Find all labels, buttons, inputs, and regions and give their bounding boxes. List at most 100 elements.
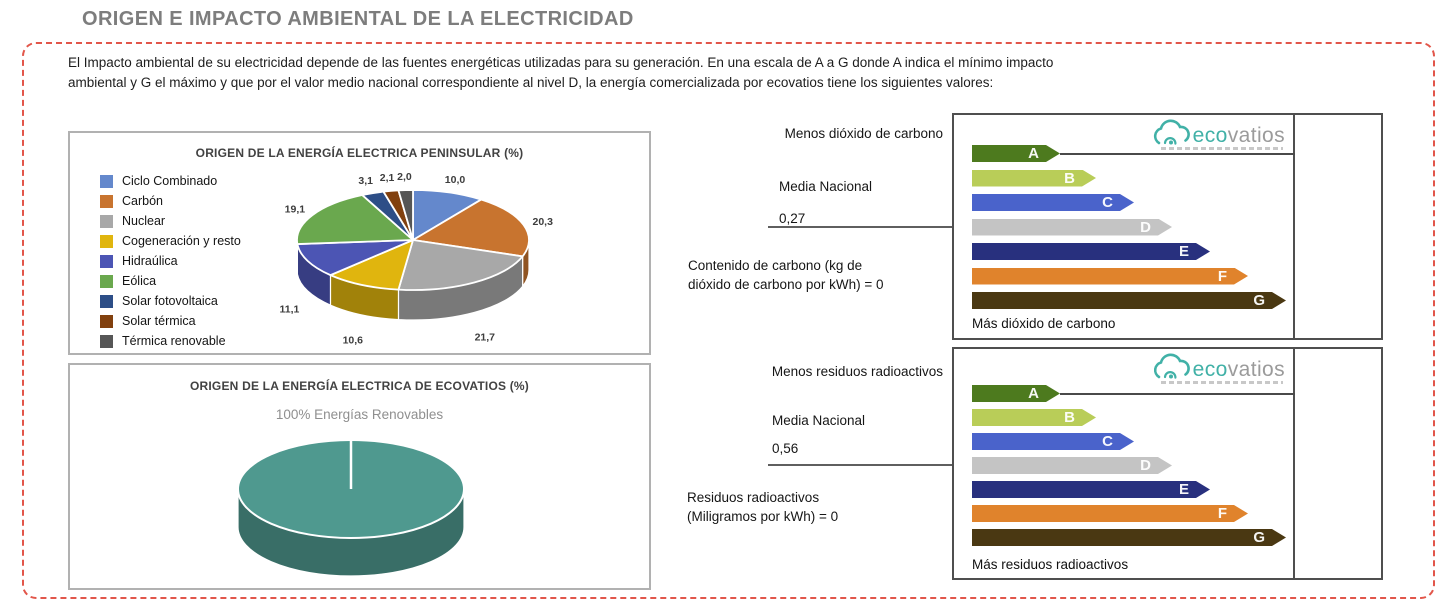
- rating-bar-g: G: [972, 292, 1286, 309]
- legend-label: Cogeneración y resto: [122, 234, 241, 248]
- svg-text:3,1: 3,1: [358, 175, 373, 187]
- peninsular-chart-title: ORIGEN DE LA ENERGÍA ELECTRICA PENINSULA…: [195, 146, 524, 160]
- intro-text-line1: El Impacto ambiental de su electricidad …: [68, 55, 1054, 70]
- logo-text-eco: eco: [1192, 358, 1228, 381]
- rating-letter: D: [1140, 457, 1151, 474]
- waste-rating-chart: eco vatios A B C D E F G Más residuos radioacti…: [952, 347, 1295, 580]
- waste-company-level-pointer-line: [1060, 393, 1295, 395]
- legend-item: Solar térmica: [100, 311, 241, 331]
- rating-letter: G: [1253, 292, 1265, 309]
- legend-swatch: [100, 214, 113, 228]
- rating-bar-e: E: [972, 481, 1210, 498]
- co2-metric-line2: dióxido de carbono por kWh) = 0: [688, 277, 884, 292]
- legend-item: Eólica: [100, 271, 241, 291]
- intro-text-line2: ambiental y G el máximo y que por el val…: [68, 75, 994, 90]
- legend-label: Hidraúlica: [122, 254, 178, 268]
- legend-swatch: [100, 174, 113, 188]
- legend-item: Nuclear: [100, 211, 241, 231]
- legend-item: Cogeneración y resto: [100, 231, 241, 251]
- logo-text-vatios: vatios: [1227, 124, 1285, 147]
- co2-national-pointer-line: [768, 226, 972, 228]
- legend-swatch: [100, 314, 113, 328]
- waste-national-pointer-line: [768, 464, 972, 466]
- legend-label: Solar térmica: [122, 314, 196, 328]
- co2-less-label: Menos dióxido de carbono: [784, 126, 943, 141]
- legend-swatch: [100, 294, 113, 308]
- svg-text:10,0: 10,0: [445, 174, 466, 186]
- legend-label: Eólica: [122, 274, 157, 288]
- legend-label: Térmica renovable: [122, 334, 226, 348]
- waste-national-value: 0,56: [772, 441, 799, 456]
- logo-text-vatios: vatios: [1227, 358, 1285, 381]
- legend-swatch: [100, 274, 113, 288]
- co2-national-label: Media Nacional: [779, 179, 873, 194]
- rating-bar-a: A: [972, 145, 1060, 162]
- logo-tagline: [1161, 147, 1283, 150]
- ecovatios-pie-chart-box: ORIGEN DE LA ENERGÍA ELECTRICA DE ECOVAT…: [68, 363, 651, 590]
- rating-letter: C: [1102, 194, 1113, 211]
- svg-text:10,6: 10,6: [343, 334, 364, 346]
- legend-item: Hidraúlica: [100, 251, 241, 271]
- ecovatios-chart-title: ORIGEN DE LA ENERGÍA ELECTRICA DE ECOVAT…: [190, 379, 529, 393]
- co2-energy-scale: A B C D E F G: [954, 115, 1293, 338]
- waste-less-label: Menos residuos radioactivos: [771, 364, 943, 379]
- rating-bar-g: G: [972, 529, 1286, 546]
- cloud-icon: [1153, 353, 1190, 379]
- rating-letter: B: [1064, 409, 1075, 426]
- rating-letter: B: [1064, 169, 1075, 187]
- pie-legend: Ciclo Combinado Carbón Nuclear Cogeneración…: [100, 171, 241, 351]
- rating-bar-b: B: [972, 170, 1096, 187]
- waste-metric-line1: Residuos radioactivos: [687, 490, 820, 505]
- svg-text:2,0: 2,0: [397, 171, 412, 183]
- legend-swatch: [100, 254, 113, 268]
- waste-energy-scale: A B C D E F G: [954, 349, 1293, 578]
- svg-text:2,1: 2,1: [380, 172, 395, 184]
- logo-tagline: [1161, 381, 1283, 384]
- legend-item: Solar fotovoltaica: [100, 291, 241, 311]
- rating-bar-f: F: [972, 268, 1248, 285]
- legend-swatch: [100, 194, 113, 208]
- rating-bar-a: A: [972, 385, 1060, 402]
- co2-metric-line1: Contenido de carbono (kg de: [688, 258, 863, 273]
- waste-metric-line2: (Miligramos por kWh) = 0: [687, 509, 839, 524]
- rating-bar-d: D: [972, 219, 1172, 236]
- rating-letter: G: [1253, 529, 1265, 546]
- svg-text:11,1: 11,1: [279, 304, 299, 316]
- rating-letter: A: [1028, 385, 1039, 402]
- co2-rating-chart: eco vatios A B C D E F G Más dióxido de carbono: [952, 113, 1295, 340]
- cloud-icon: [1153, 119, 1190, 145]
- peninsular-pie-chart: 10,0 20,3 21,7 10,6 11,1 19,1 3,1 2,1 2,0: [279, 171, 553, 346]
- rating-bar-b: B: [972, 409, 1096, 426]
- legend-label: Carbón: [122, 194, 163, 208]
- logo-text-eco: eco: [1192, 124, 1228, 147]
- legend-item: Ciclo Combinado: [100, 171, 241, 191]
- rating-letter: C: [1102, 433, 1113, 450]
- co2-company-level-pointer-line: [1060, 153, 1295, 155]
- ecovatios-pie-chart: [237, 439, 465, 577]
- legend-swatch: [100, 234, 113, 248]
- rating-letter: E: [1178, 243, 1189, 260]
- svg-text:21,7: 21,7: [475, 331, 496, 343]
- waste-national-label: Media Nacional: [772, 413, 866, 428]
- waste-rating-side-column: [1295, 347, 1383, 580]
- rating-bar-e: E: [972, 243, 1210, 260]
- rating-bar-d: D: [972, 457, 1172, 474]
- waste-more-label: Más residuos radioactivos: [972, 557, 1129, 572]
- rating-letter: F: [1217, 505, 1227, 522]
- legend-item: Carbón: [100, 191, 241, 211]
- rating-letter: D: [1140, 218, 1151, 236]
- dashed-border-panel: [22, 42, 1435, 599]
- co2-national-value: 0,27: [779, 211, 806, 226]
- legend-label: Solar fotovoltaica: [122, 294, 218, 308]
- rating-letter: E: [1178, 481, 1189, 498]
- co2-rating-side-column: [1295, 113, 1383, 340]
- legend-label: Nuclear: [122, 214, 166, 228]
- rating-letter: A: [1028, 145, 1039, 162]
- rating-letter: F: [1217, 267, 1227, 285]
- ecovatios-logo: eco vatios: [1151, 118, 1285, 154]
- legend-item: Térmica renovable: [100, 331, 241, 351]
- page-title: ORIGEN E IMPACTO AMBIENTAL DE LA ELECTRI…: [82, 8, 634, 30]
- peninsular-pie-chart-box: ORIGEN DE LA ENERGÍA ELECTRICA PENINSULA…: [68, 131, 651, 355]
- legend-label: Ciclo Combinado: [122, 174, 218, 188]
